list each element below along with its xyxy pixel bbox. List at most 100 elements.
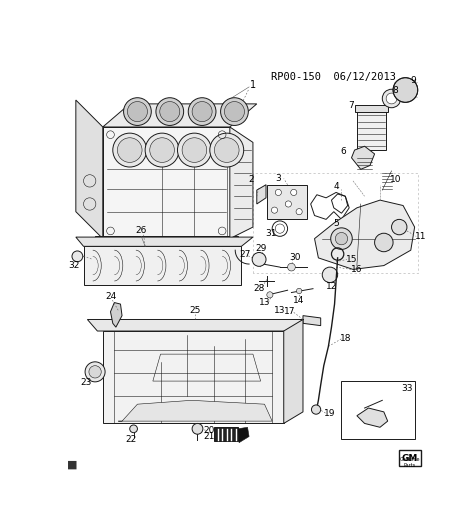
Circle shape: [383, 89, 401, 108]
Text: 24: 24: [105, 292, 116, 301]
Text: 18: 18: [339, 334, 351, 343]
Circle shape: [145, 133, 179, 167]
Circle shape: [272, 207, 278, 213]
Circle shape: [288, 263, 295, 271]
Circle shape: [118, 138, 142, 162]
Circle shape: [89, 365, 101, 378]
Circle shape: [220, 98, 248, 126]
Circle shape: [177, 133, 211, 167]
Text: 27: 27: [239, 250, 251, 259]
Text: 3: 3: [275, 174, 281, 183]
Circle shape: [72, 251, 83, 262]
Polygon shape: [110, 303, 122, 327]
Text: 32: 32: [68, 261, 79, 270]
Polygon shape: [357, 408, 388, 427]
Circle shape: [285, 201, 292, 207]
Text: 16: 16: [351, 265, 363, 274]
Polygon shape: [103, 104, 257, 127]
Text: 4: 4: [333, 182, 339, 191]
Text: 21: 21: [203, 432, 215, 441]
Text: 30: 30: [290, 253, 301, 262]
Circle shape: [210, 133, 244, 167]
Polygon shape: [76, 237, 253, 246]
Text: 17: 17: [284, 307, 296, 317]
Polygon shape: [118, 400, 272, 421]
Text: 28: 28: [254, 284, 265, 293]
Circle shape: [374, 233, 393, 252]
Bar: [356, 105, 388, 112]
Text: 15: 15: [346, 255, 357, 264]
Circle shape: [192, 102, 212, 122]
Circle shape: [150, 138, 174, 162]
Circle shape: [252, 253, 266, 267]
Polygon shape: [76, 100, 103, 239]
Polygon shape: [230, 127, 253, 239]
Text: 6: 6: [340, 147, 346, 156]
Polygon shape: [352, 146, 374, 169]
Circle shape: [296, 288, 302, 294]
Text: 26: 26: [136, 227, 147, 236]
Circle shape: [393, 78, 418, 102]
Text: 8: 8: [392, 86, 398, 95]
Circle shape: [331, 228, 352, 250]
Text: GM: GM: [402, 454, 418, 463]
Text: 13: 13: [259, 298, 270, 307]
Polygon shape: [303, 315, 321, 326]
Text: 7: 7: [348, 101, 355, 110]
Circle shape: [113, 133, 146, 167]
Polygon shape: [257, 185, 266, 204]
Circle shape: [182, 138, 207, 162]
Polygon shape: [87, 320, 303, 331]
Circle shape: [214, 138, 239, 162]
Text: ■: ■: [66, 459, 77, 469]
Text: 31: 31: [265, 229, 277, 238]
Bar: [341, 381, 415, 439]
Text: 22: 22: [126, 435, 137, 444]
Circle shape: [225, 102, 245, 122]
Circle shape: [291, 189, 297, 196]
Circle shape: [83, 174, 96, 187]
Polygon shape: [95, 236, 237, 246]
Circle shape: [130, 425, 137, 433]
Bar: [357, 107, 386, 150]
Text: 13: 13: [274, 306, 286, 315]
Circle shape: [392, 219, 407, 235]
Circle shape: [192, 423, 203, 434]
Text: Genuine
Parts: Genuine Parts: [400, 458, 420, 468]
Circle shape: [296, 209, 302, 215]
Circle shape: [267, 292, 273, 298]
Circle shape: [188, 98, 216, 126]
Text: 19: 19: [324, 409, 336, 418]
Circle shape: [85, 362, 105, 382]
Polygon shape: [83, 246, 241, 285]
Polygon shape: [237, 427, 249, 443]
Text: 12: 12: [326, 282, 337, 291]
Polygon shape: [284, 320, 303, 423]
Circle shape: [311, 405, 321, 414]
Circle shape: [156, 98, 183, 126]
Text: 14: 14: [293, 296, 305, 305]
Text: 1: 1: [250, 80, 256, 90]
Polygon shape: [103, 331, 284, 423]
Circle shape: [275, 189, 282, 196]
Text: RP00-150  06/12/2013: RP00-150 06/12/2013: [271, 71, 396, 81]
Text: 11: 11: [415, 232, 426, 241]
Circle shape: [124, 98, 151, 126]
Text: 29: 29: [255, 244, 266, 253]
Text: 23: 23: [80, 378, 91, 387]
Text: 20: 20: [203, 426, 215, 435]
Bar: [214, 427, 237, 441]
Circle shape: [322, 267, 337, 282]
Text: 2: 2: [248, 175, 254, 184]
Text: 10: 10: [390, 175, 401, 184]
Circle shape: [160, 102, 180, 122]
Polygon shape: [267, 185, 307, 219]
Circle shape: [386, 93, 397, 104]
Circle shape: [83, 198, 96, 210]
Circle shape: [128, 102, 147, 122]
Text: 33: 33: [401, 384, 413, 393]
Circle shape: [335, 232, 347, 245]
Text: 9: 9: [410, 76, 416, 85]
Bar: [399, 451, 421, 466]
Polygon shape: [315, 200, 415, 269]
